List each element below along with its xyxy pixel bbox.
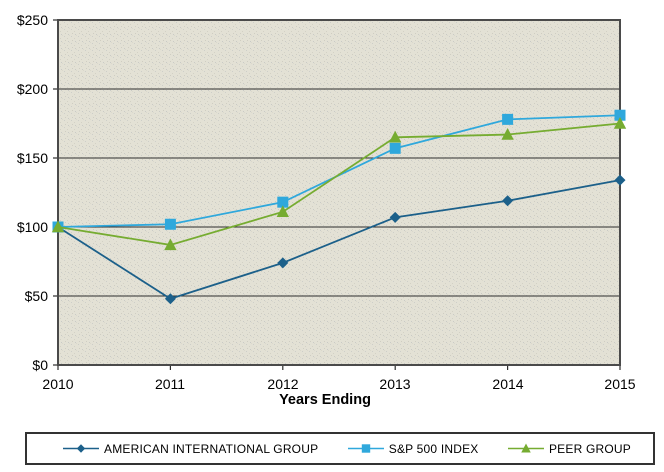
- data-point-marker: [389, 142, 401, 154]
- legend-marker-glyph: [521, 443, 531, 453]
- data-point-marker: [613, 117, 627, 129]
- legend-label: S&P 500 INDEX: [388, 441, 479, 456]
- legend-marker-glyph: [76, 444, 86, 453]
- data-point-marker: [164, 293, 176, 305]
- data-point-marker: [164, 238, 177, 251]
- data-point-marker: [277, 257, 289, 269]
- data-point-marker: [502, 113, 514, 125]
- data-point-marker: [389, 130, 402, 143]
- plot-border: [57, 19, 621, 366]
- y-tick-label: $150: [17, 150, 48, 166]
- data-point-marker: [164, 218, 176, 230]
- legend-item-peer: PEER GROUP: [507, 441, 631, 456]
- series-line: [57, 122, 621, 246]
- line-triangle-marker-icon: [507, 443, 544, 453]
- line-diamond-marker-icon: [63, 444, 99, 453]
- legend-marker-glyph: [361, 444, 370, 453]
- legend-label: AMERICAN INTERNATIONAL GROUP: [104, 441, 319, 456]
- plot-background: [58, 20, 620, 365]
- series-line: [57, 179, 621, 300]
- x-tick-label: 2011: [155, 376, 185, 392]
- y-tick-label: $50: [25, 288, 49, 304]
- data-point-marker: [501, 128, 514, 140]
- plot-area: [51, 19, 627, 370]
- chart-svg: $0 $50 $100 $150 $200 $250 2010 2011 201…: [17, 12, 636, 408]
- data-point-marker: [502, 195, 514, 207]
- data-point-marker: [276, 205, 289, 218]
- y-tick-label: $0: [32, 357, 48, 373]
- data-point-marker: [389, 211, 401, 223]
- data-point-marker: [277, 196, 289, 208]
- legend-label: PEER GROUP: [548, 441, 631, 456]
- legend-item-sp500: S&P 500 INDEX: [347, 441, 479, 456]
- data-point-marker: [614, 174, 626, 186]
- data-point-marker: [51, 220, 65, 233]
- x-tick-label: 2014: [492, 376, 523, 392]
- x-tick-label: 2015: [604, 376, 635, 392]
- y-tick-label: $250: [17, 12, 48, 28]
- x-tick-label: 2013: [379, 376, 410, 392]
- x-tick-label: 2012: [267, 376, 298, 392]
- y-tick-label: $200: [17, 81, 48, 97]
- chart-legend: AMERICAN INTERNATIONAL GROUP S&P 500 IND…: [25, 432, 655, 465]
- x-axis-title: Years Ending: [279, 392, 371, 408]
- y-tick-label: $100: [17, 219, 48, 235]
- line-square-marker-icon: [347, 444, 384, 453]
- legend-item-aig: AMERICAN INTERNATIONAL GROUP: [63, 442, 318, 456]
- x-tick-label: 2010: [42, 376, 73, 392]
- data-point-marker: [614, 109, 626, 121]
